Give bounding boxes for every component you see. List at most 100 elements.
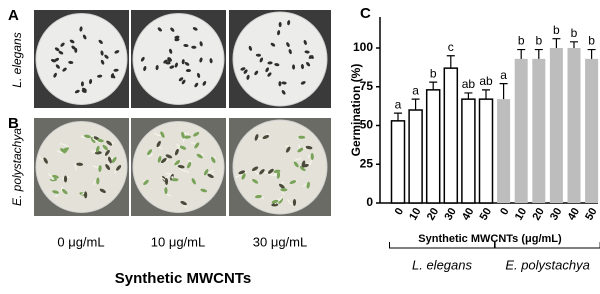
bar [514,58,528,203]
leaf [179,145,187,150]
leaf [90,136,96,144]
seed [196,72,201,78]
leaf [164,187,168,195]
significance-letter: a [395,97,402,111]
leaf [164,177,169,185]
leaf [241,173,246,180]
leaf [273,169,281,174]
error-bar [499,83,508,100]
row-label: E. polystachya [10,128,24,206]
x-tick-label: 0 [498,206,511,217]
significance-letter: c [448,40,454,54]
seed [79,26,83,32]
seed [199,57,203,63]
leaf [305,145,313,150]
significance-letter: ab [479,74,493,88]
leaf [62,147,70,152]
seed [248,45,253,51]
seed [143,65,147,72]
leaf [160,131,165,138]
bar [567,48,581,203]
leaf [285,146,291,153]
leaf [61,188,68,195]
seed [259,57,264,63]
x-tick-label: 50 [478,206,495,223]
error-bar [517,48,526,59]
error-bar [552,38,561,48]
leaf [252,178,259,184]
leaf [95,145,100,153]
leaf [104,149,110,156]
seed [62,67,67,72]
seed [163,59,168,64]
seed [140,56,145,62]
seed [97,74,103,78]
error-bar [394,112,402,121]
seed [274,63,280,67]
group-label: L. elegans [412,257,472,272]
bar [497,99,511,203]
significance-letter: b [518,34,525,48]
leaf [271,199,279,204]
leaf [302,163,309,168]
leaf [174,160,181,166]
leaf [76,162,84,166]
leaf [174,148,179,156]
group-bracket [389,242,495,249]
seed [55,64,60,69]
leaf [191,178,196,185]
leaf [196,153,203,159]
seed [191,45,197,49]
leaf [254,134,259,141]
leaf [255,194,262,199]
seed [81,89,87,93]
caption: Synthetic MWCNTs [115,270,251,287]
leaf [200,188,208,193]
y-axis-title: Germination (%) [349,64,363,157]
seed [281,90,286,95]
seed [281,81,287,85]
seed [170,27,175,32]
seed [82,34,87,40]
leaf [177,164,185,169]
seed [278,21,282,28]
panel-label: A [8,7,19,24]
leaf [267,168,274,174]
seed [246,74,250,80]
seed [111,74,116,79]
error-bar [570,41,578,48]
error-bar [464,92,473,100]
dish [35,13,128,105]
leaf [310,153,314,161]
column-label: 0 μg/mL [57,234,104,249]
x-tick-label: 50 [583,206,600,223]
leaf [278,183,285,189]
leaf [262,135,270,140]
leaf [43,157,48,164]
leaf [238,170,246,175]
dish [232,119,328,215]
seed [68,60,74,64]
y-tick-label: 50 [360,118,374,132]
leaf [193,131,200,137]
x-tick-label: 0 [393,206,406,217]
x-axis-title: Synthetic MWCNTs (μg/mL) [418,233,562,245]
error-bar [534,48,543,59]
error-bar [411,98,420,110]
seed [199,41,203,47]
leaf [116,165,122,171]
x-tick-label: 30 [442,206,459,223]
leaf [297,147,304,153]
seed [267,72,272,77]
leaf [106,140,113,146]
leaf [187,161,192,169]
leaf [84,191,88,199]
seed [89,78,93,85]
leaf [83,134,91,139]
y-tick-label: 25 [360,156,374,170]
leaf [271,203,279,207]
leaf [207,173,214,179]
significance-letter: a [500,68,507,82]
leaf [96,138,104,143]
seed [309,55,315,59]
